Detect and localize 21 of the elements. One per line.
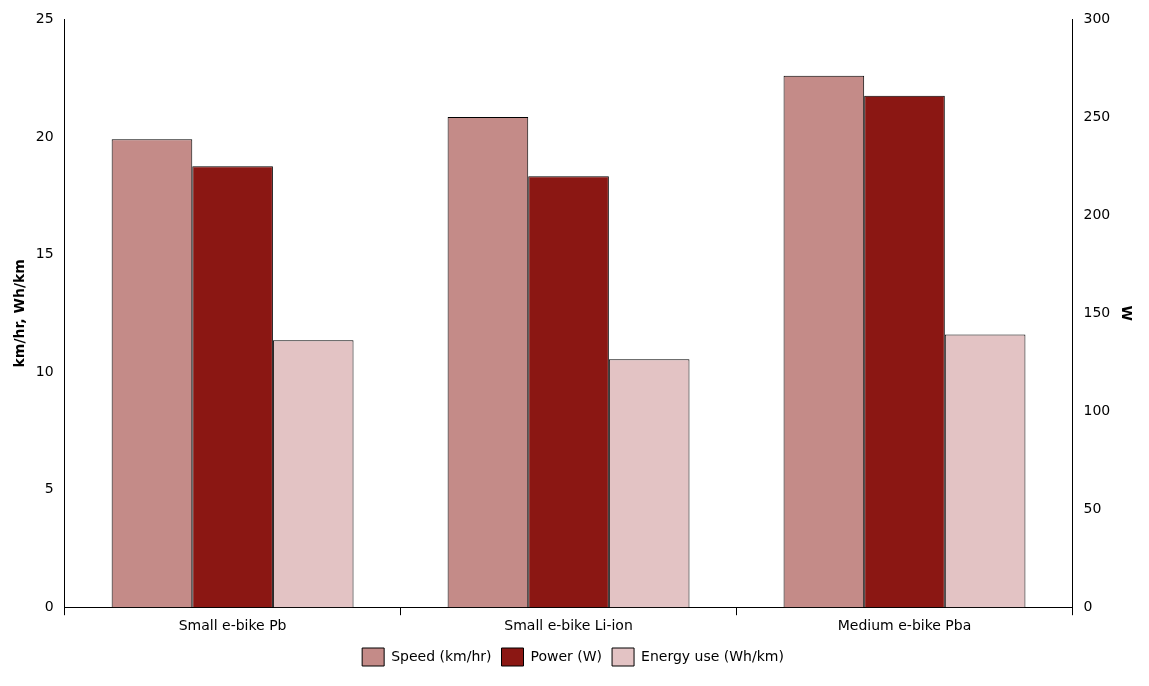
y2-tick-label: 250 [1083, 108, 1111, 125]
y-axis-title: km/hr, Wh/km [11, 259, 28, 368]
y-tick-label: 5 [44, 480, 54, 497]
y-tick-label: 15 [35, 245, 54, 262]
y-tick-label: 0 [44, 597, 54, 614]
x-tick-label: Medium e-bike Pba [837, 617, 972, 634]
legend-label: Speed (km/hr) [391, 647, 492, 664]
y-tick-label: 10 [35, 362, 54, 379]
y-tick-label: 25 [35, 10, 54, 27]
y2-axis-title: W [1118, 305, 1135, 322]
x-tick-label: Small e-bike Pb [178, 617, 287, 634]
y2-tick-label: 50 [1083, 499, 1102, 516]
legend-label: Power (W) [530, 647, 603, 664]
legend-label: Energy use (Wh/km) [641, 647, 784, 664]
y2-tick-label: 100 [1083, 401, 1111, 418]
y2-tick-label: 0 [1083, 597, 1093, 614]
y2-tick-label: 300 [1083, 10, 1111, 27]
x-tick-label: Small e-bike Li-ion [504, 617, 633, 634]
y-tick-label: 20 [35, 127, 54, 144]
y2-tick-label: 150 [1083, 303, 1111, 320]
y2-tick-label: 200 [1083, 205, 1111, 222]
